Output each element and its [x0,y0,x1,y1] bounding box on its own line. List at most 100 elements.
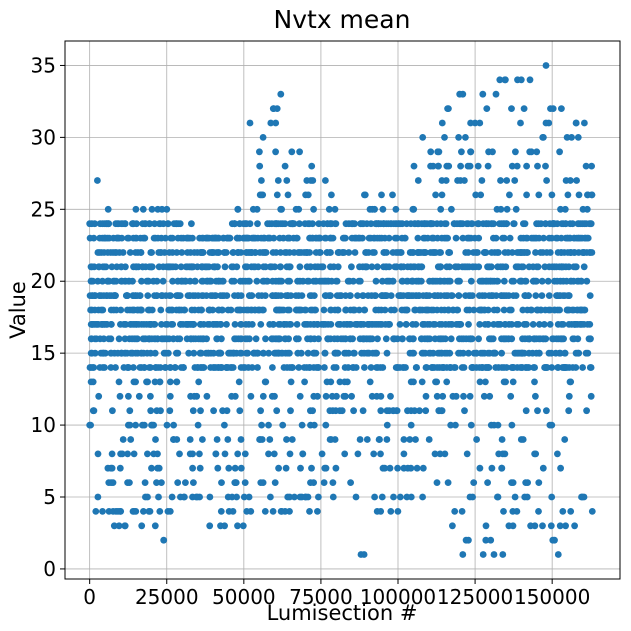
data-point [143,321,150,328]
data-point [116,464,124,472]
data-point [565,321,573,328]
data-point [91,292,99,299]
y-tick-label: 5 [43,485,56,509]
data-point [427,220,434,228]
data-point [410,378,417,386]
data-point [258,177,265,184]
data-point [217,364,225,371]
data-point [400,263,407,271]
data-point [527,306,535,314]
data-point [295,335,302,343]
data-point [160,536,168,544]
data-point [246,119,254,127]
data-point [126,407,134,415]
data-point [210,407,218,415]
data-point [235,378,243,386]
data-point [415,306,423,314]
data-point [115,335,123,343]
data-point [351,306,359,314]
data-point [556,292,564,299]
data-point [248,321,256,328]
data-point [407,464,415,472]
data-point [223,321,230,328]
data-point [367,364,375,371]
data-point [386,464,394,472]
y-tick-label: 35 [31,53,56,77]
data-point [529,321,537,328]
data-point [259,392,267,400]
data-point [224,493,232,501]
data-point [548,234,556,242]
data-point [217,321,224,328]
data-point [587,220,595,228]
data-point [511,493,519,501]
data-point [492,90,500,98]
data-point [586,292,594,299]
data-point [431,321,439,328]
data-point [138,306,145,314]
data-point [188,306,196,314]
data-point [488,249,496,256]
data-point [476,321,484,328]
data-point [307,335,315,343]
data-point [274,177,282,184]
data-point [254,220,261,228]
data-point [482,378,489,386]
data-point [244,306,252,314]
data-point [361,191,368,199]
data-point [349,220,356,228]
data-point [121,522,129,530]
data-point [372,306,380,314]
data-point [479,90,487,98]
data-point [190,321,198,328]
data-point [206,522,214,530]
data-point [497,263,505,271]
data-point [444,105,451,112]
data-point [535,191,543,199]
data-point [342,220,350,228]
data-point [243,508,251,515]
data-point [470,249,477,256]
data-point [100,292,108,299]
x-tick-label: 150000 [514,585,590,609]
data-point [478,364,486,371]
data-point [223,364,230,371]
data-point [561,436,569,443]
data-point [228,263,236,271]
data-point [101,321,109,328]
data-point [508,421,516,429]
data-point [519,306,527,314]
data-point [94,450,102,458]
data-point [496,76,504,84]
data-point [154,450,161,458]
data-point [348,392,355,400]
data-point [117,450,124,458]
data-point [383,349,391,357]
data-point [108,321,115,328]
data-point [249,205,257,213]
data-point [510,277,518,285]
data-point [582,220,590,228]
data-point [150,321,158,328]
data-point [483,105,491,112]
data-point [533,306,541,314]
data-point [293,321,301,328]
data-point [482,249,490,256]
data-point [328,191,335,199]
data-point [359,407,367,415]
data-point [251,306,259,314]
data-point [577,277,585,285]
data-point [508,321,516,328]
data-point [309,234,316,242]
data-point [132,378,140,386]
data-point [199,292,207,299]
data-point [112,364,119,371]
data-point [465,321,472,328]
data-point [517,277,524,285]
data-point [109,508,117,515]
data-point [494,493,502,501]
data-point [528,234,535,242]
data-point [152,436,159,443]
y-axis-ticks: 0 5 10 15 20 25 30 35 [31,53,65,581]
data-point [321,364,328,371]
